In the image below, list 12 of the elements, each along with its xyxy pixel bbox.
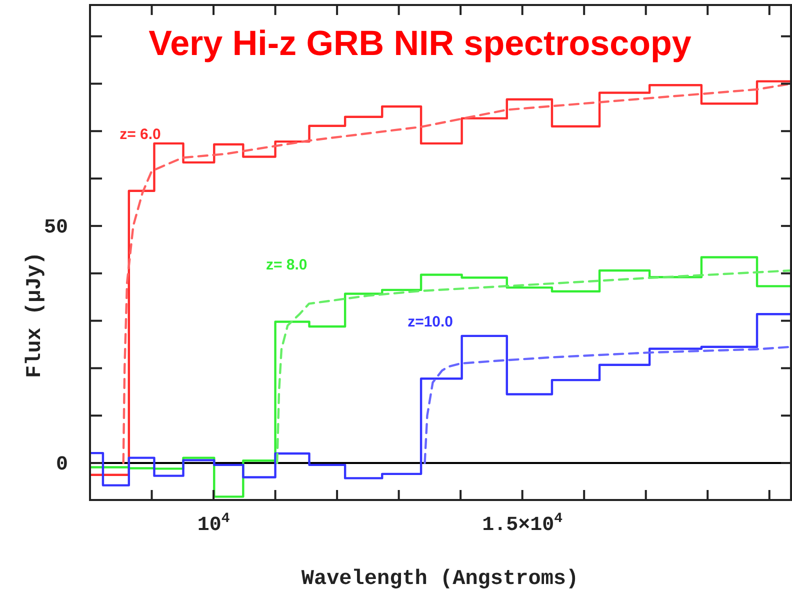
y-tick-label: 0 bbox=[56, 453, 68, 476]
text: Very Hi-z GRB NIR spectroscopy bbox=[148, 24, 692, 63]
series-label: z=10.0 bbox=[408, 314, 454, 331]
y-tick-label: 50 bbox=[44, 216, 68, 240]
x-axis-title: Wavelength (Angstroms) bbox=[301, 568, 579, 591]
y-axis-title: Flux (μJy) bbox=[24, 252, 47, 378]
line-series bbox=[276, 269, 791, 464]
series-label: z= 6.0 bbox=[120, 126, 161, 143]
line-series bbox=[424, 346, 791, 464]
x-tick-label: 1.5×10$^{4}$ bbox=[482, 511, 563, 537]
text: z= 8.0 bbox=[266, 256, 308, 274]
x-tick-label: 10$^{4}$ bbox=[197, 511, 230, 537]
